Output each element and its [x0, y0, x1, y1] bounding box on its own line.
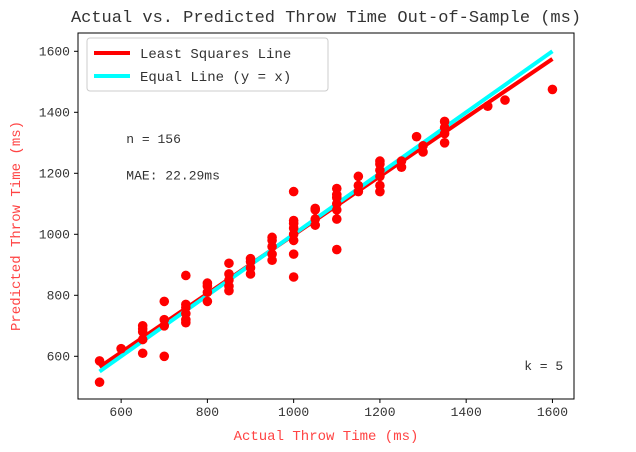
data-point: [353, 180, 364, 191]
annotation-text: MAE: 22.29ms: [126, 168, 220, 183]
data-point: [310, 203, 321, 214]
data-point: [288, 272, 299, 282]
data-point: [202, 278, 213, 288]
data-point: [375, 156, 385, 166]
axis-ticks: 600 800 1000 1200 1400 1600 600 800 1000 1200 1400…: [39, 44, 568, 420]
plot-frame: [77, 32, 575, 400]
x-axis-label: Actual Throw Time (ms): [234, 429, 419, 445]
data-point: [267, 232, 277, 243]
data-point: [116, 343, 126, 354]
data-point: [288, 249, 299, 259]
data-point: [396, 156, 407, 166]
data-point: [375, 180, 385, 191]
data-point: [310, 214, 321, 224]
data-point: [94, 377, 105, 388]
x-tick-label: 1200: [364, 405, 395, 420]
x-tick-label: 1600: [537, 405, 568, 420]
data-points: [94, 84, 558, 388]
annotation-text: k = 5: [524, 359, 563, 374]
x-tick-label: 600: [109, 405, 132, 420]
data-point: [137, 348, 148, 359]
data-point: [547, 84, 558, 95]
y-tick-label: 1600: [39, 44, 70, 59]
x-tick-label: 1000: [278, 405, 309, 420]
data-point: [418, 141, 428, 151]
y-tick-label: 1400: [39, 105, 70, 120]
data-point: [411, 131, 422, 142]
fit-lines: [98, 49, 554, 374]
equal-line: [98, 49, 554, 374]
data-point: [224, 269, 234, 279]
x-tick-label: 800: [196, 405, 219, 420]
data-point: [159, 314, 170, 325]
data-point: [181, 270, 191, 281]
data-point: [331, 244, 342, 255]
y-tick-label: 600: [47, 349, 70, 364]
y-tick-label: 1000: [39, 227, 70, 242]
annotation-text: n = 156: [126, 132, 181, 147]
data-point: [500, 95, 510, 105]
data-point: [353, 171, 364, 182]
annotations: n = 156 MAE: 22.29ms k = 5: [126, 132, 563, 374]
y-tick-label: 1200: [39, 166, 70, 181]
data-point: [439, 138, 450, 148]
data-point: [245, 253, 256, 264]
data-point: [482, 101, 493, 111]
y-tick-label: 800: [47, 288, 70, 303]
data-point: [224, 258, 234, 269]
data-point: [159, 296, 170, 307]
data-point: [331, 183, 342, 194]
data-point: [159, 351, 170, 362]
data-point: [267, 249, 277, 259]
chart-title: Actual vs. Predicted Throw Time Out-of-S…: [71, 9, 581, 28]
data-point: [202, 296, 213, 307]
legend-box: [86, 37, 329, 92]
data-point: [288, 186, 299, 197]
legend-label-least-squares: Least Squares Line: [140, 47, 291, 63]
x-tick-label: 1400: [451, 405, 482, 420]
data-point: [137, 327, 148, 337]
data-point: [137, 334, 148, 345]
legend: Least Squares Line Equal Line (y = x): [86, 37, 329, 92]
data-point: [331, 214, 342, 224]
data-point: [94, 356, 105, 366]
data-point: [181, 299, 191, 310]
data-point: [288, 215, 299, 226]
y-axis-label: Predicted Throw Time (ms): [9, 121, 25, 331]
legend-label-equal-line: Equal Line (y = x): [140, 70, 291, 86]
data-point: [439, 116, 450, 127]
